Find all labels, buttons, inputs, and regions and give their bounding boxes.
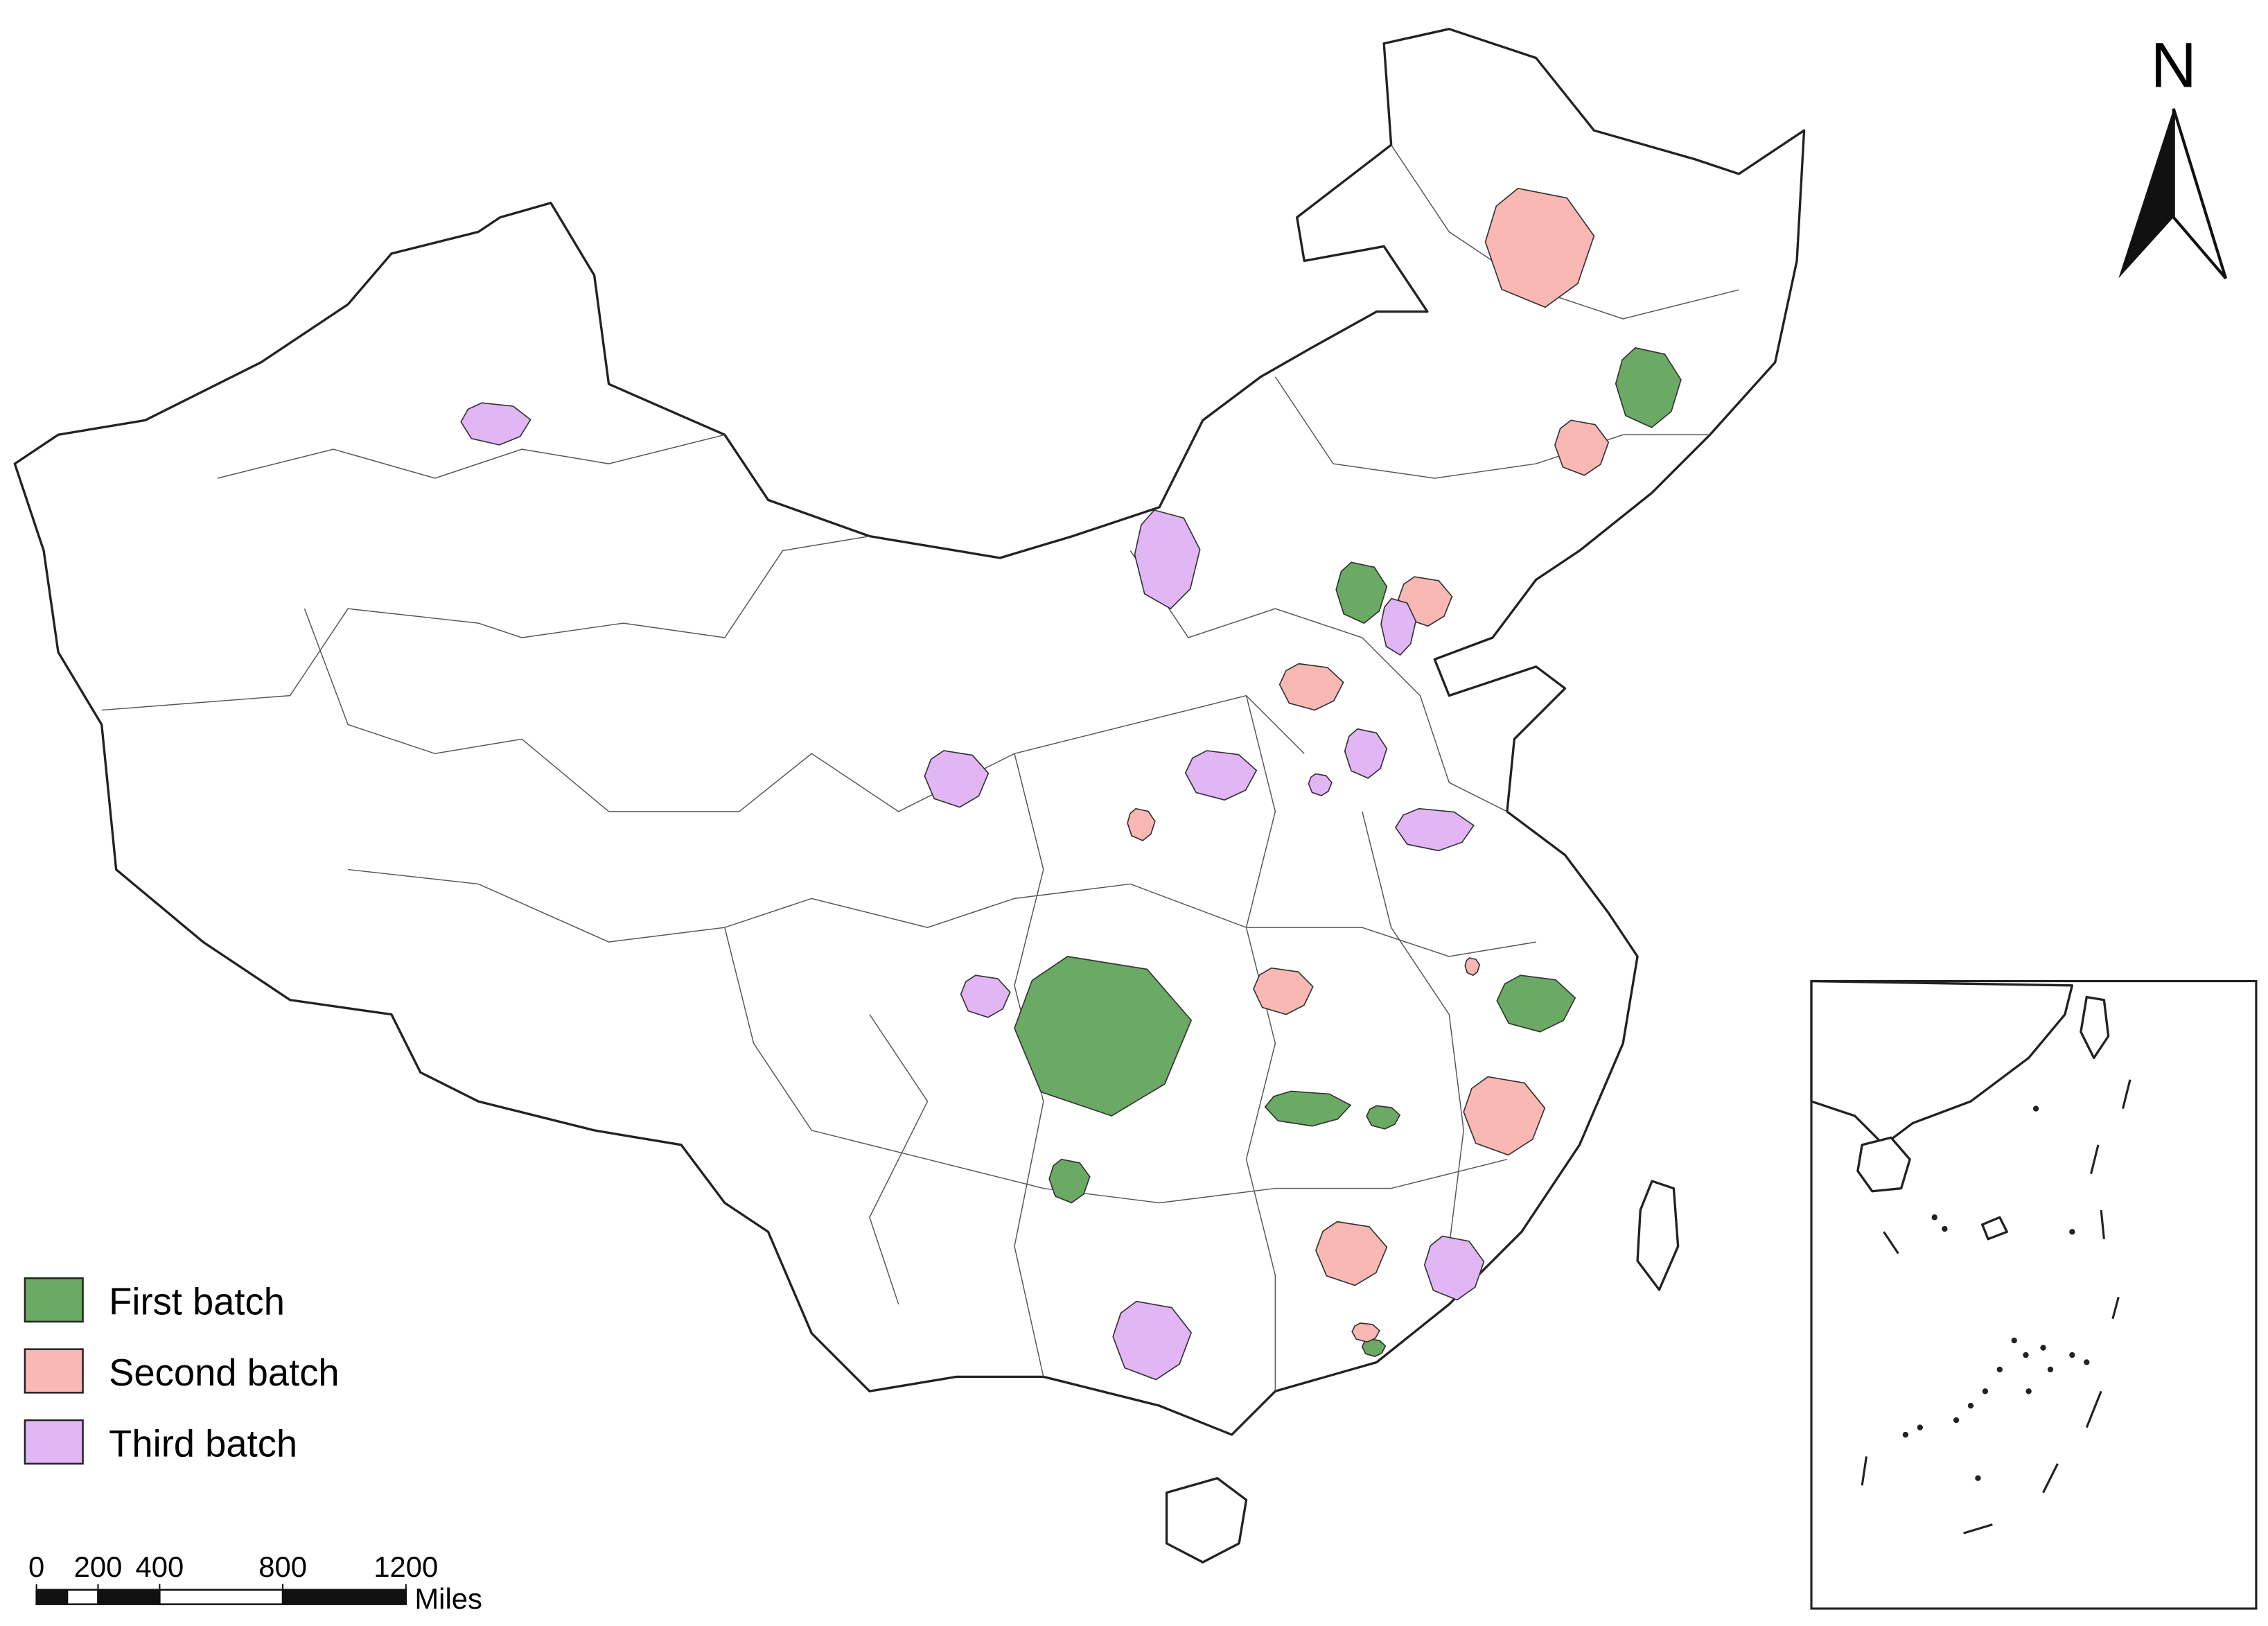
region <box>1423 1235 1485 1301</box>
legend-swatch <box>24 1277 84 1323</box>
region <box>460 402 531 446</box>
region <box>1366 1105 1401 1130</box>
region <box>1380 597 1417 656</box>
region <box>1264 1090 1352 1127</box>
region <box>1048 1158 1091 1204</box>
region <box>1014 956 1193 1117</box>
region <box>1184 750 1258 801</box>
region <box>1134 509 1201 610</box>
legend-swatch <box>24 1348 84 1394</box>
region <box>960 974 1011 1018</box>
region <box>1496 974 1576 1033</box>
legend-swatch <box>24 1419 84 1465</box>
region <box>1351 1322 1380 1343</box>
hainan <box>1165 1477 1248 1564</box>
country-outline <box>13 28 1806 1436</box>
region <box>1484 187 1595 308</box>
region <box>924 750 990 808</box>
scale-label: 400 <box>135 1550 184 1583</box>
north-label: N <box>2151 30 2197 100</box>
scale-label: 200 <box>74 1550 123 1583</box>
scale-segment <box>159 1589 284 1605</box>
scale-label: 0 <box>28 1550 44 1583</box>
region <box>1361 1338 1387 1357</box>
scale-segment <box>66 1589 99 1605</box>
region <box>1127 807 1156 841</box>
scale-label: 800 <box>258 1550 307 1583</box>
region <box>1335 561 1388 624</box>
scale-unit: Miles <box>414 1582 482 1615</box>
region <box>1308 773 1333 796</box>
scale-segment <box>97 1589 161 1605</box>
legend: First batch Second batch Third batch <box>24 1277 340 1465</box>
region <box>1344 728 1388 779</box>
scale-label: 1200 <box>373 1550 438 1583</box>
region <box>1394 807 1475 852</box>
taiwan <box>1636 1180 1680 1291</box>
region <box>1315 1221 1388 1286</box>
legend-label: First batch <box>109 1280 285 1322</box>
legend-label: Second batch <box>109 1352 339 1394</box>
legend-label: Third batch <box>109 1422 297 1465</box>
region <box>1278 663 1344 711</box>
region <box>1463 1076 1546 1156</box>
inset <box>1810 979 2258 1610</box>
region <box>1112 1300 1193 1381</box>
region <box>1615 347 1682 428</box>
region <box>1464 957 1481 977</box>
region <box>1554 419 1610 476</box>
scale-segment <box>281 1589 407 1605</box>
region <box>1253 967 1314 1015</box>
scale-segment <box>35 1589 69 1605</box>
